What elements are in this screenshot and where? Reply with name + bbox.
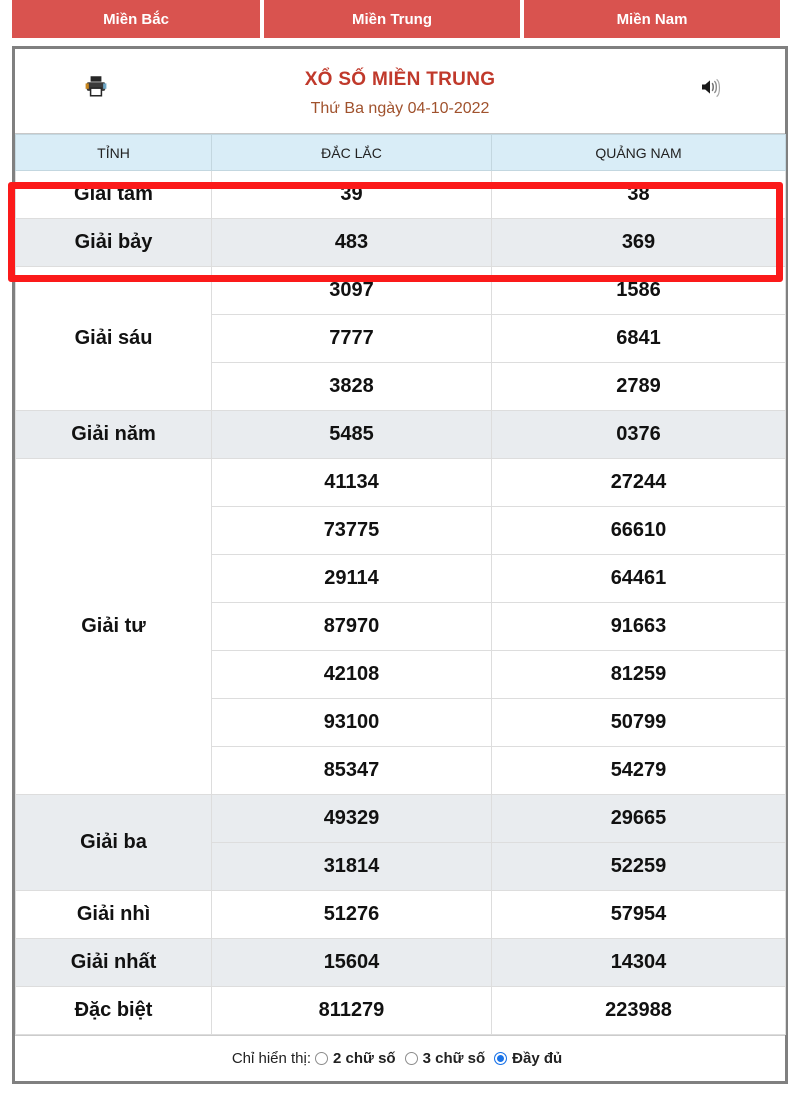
prize-number: 52259 — [491, 842, 786, 891]
table-row: Giải năm 5485 0376 — [15, 410, 786, 459]
prize-number: 50799 — [491, 698, 786, 747]
results-panel: XỔ SỐ MIỀN TRUNG Thứ Ba ngày 04-10-2022 … — [12, 46, 788, 1084]
draw-date: Thứ Ba ngày 04-10-2022 — [310, 99, 490, 117]
prize-number: 31814 — [211, 842, 492, 891]
tab-mien-nam[interactable]: Miền Nam — [524, 0, 780, 38]
table-row: Đặc biệt 811279 223988 — [15, 986, 786, 1035]
table-row: 7777 6841 — [16, 314, 786, 363]
display-mode-row: Chỉ hiển thị: 2 chữ số 3 chữ số Đầy đủ — [15, 1035, 785, 1081]
prize-label: Giải nhì — [15, 890, 212, 939]
prize-number: 3097 — [211, 266, 492, 315]
table-row: Giải sáu 3097 1586 — [15, 266, 786, 411]
tab-mien-bac[interactable]: Miền Bắc — [12, 0, 260, 38]
table-row: Giải nhì 51276 57954 — [15, 890, 786, 939]
prize-number: 42108 — [211, 650, 492, 699]
table-row: 31814 52259 — [16, 842, 786, 891]
prize-number: 5485 — [211, 410, 492, 459]
prize-number: 14304 — [491, 938, 786, 987]
prize-label: Giải ba — [15, 794, 212, 891]
prize-number: 85347 — [211, 746, 492, 795]
prize-label: Đặc biệt — [15, 986, 212, 1035]
prize-number: 29665 — [491, 794, 786, 843]
table-row: 93100 50799 — [16, 698, 786, 747]
radio-option-2-digits[interactable]: 2 chữ số — [315, 1050, 396, 1067]
radio-dot-icon — [315, 1052, 329, 1065]
prize-number: 483 — [211, 218, 492, 267]
prize-number: 38 — [491, 170, 786, 219]
prize-number: 15604 — [211, 938, 492, 987]
prize-label: Giải tư — [15, 458, 212, 795]
table-row: 85347 54279 — [16, 746, 786, 795]
table-row: Giải tư 41134 27244 — [15, 458, 786, 795]
table-row: Giải tám 39 38 — [15, 170, 786, 219]
col-header-tinh: TỈNH — [15, 134, 212, 171]
radio-dot-icon — [404, 1052, 418, 1065]
prize-label: Giải nhất — [15, 938, 212, 987]
prize-number: 0376 — [491, 410, 786, 459]
prize-number: 29114 — [211, 554, 492, 603]
prize-number: 93100 — [211, 698, 492, 747]
table-row: 87970 91663 — [16, 602, 786, 651]
prize-number: 39 — [211, 170, 492, 219]
prize-label: Giải tám — [15, 170, 212, 219]
results-body: Giải tám 39 38 Giải bảy 483 369 Giải sáu 3097 15… — [15, 170, 786, 1035]
printer-icon[interactable] — [83, 73, 109, 104]
lottery-results-table: TỈNH ĐẮC LẮC QUẢNG NAM Giải tám 39 38 Giải … — [15, 134, 786, 1035]
prize-number: 7777 — [211, 314, 492, 363]
prize-number: 64461 — [491, 554, 786, 603]
prize-number: 51276 — [211, 890, 492, 939]
page-title: XỔ SỐ MIỀN TRUNG — [304, 68, 496, 90]
tab-mien-bac-label: Miền Bắc — [103, 10, 169, 28]
prize-number: 49329 — [211, 794, 492, 843]
prize-number: 811279 — [211, 986, 492, 1035]
prize-number: 1586 — [491, 266, 786, 315]
prize-number: 91663 — [491, 602, 786, 651]
prize-number: 66610 — [491, 506, 786, 555]
prize-number: 3828 — [211, 362, 492, 411]
table-row: 3828 2789 — [16, 362, 786, 411]
col-header-province1: ĐẮC LẮC — [211, 134, 492, 171]
region-tab-bar: Miền Bắc Miền Trung Miền Nam — [0, 0, 800, 42]
table-row: Giải bảy 483 369 — [15, 218, 786, 267]
radio-label-3-digits: 3 chữ số — [422, 1050, 486, 1067]
radio-label-full: Đầy đủ — [512, 1050, 563, 1067]
radio-label-2-digits: 2 chữ số — [333, 1050, 396, 1067]
radio-option-3-digits[interactable]: 3 chữ số — [404, 1050, 486, 1067]
prize-label: Giải bảy — [15, 218, 212, 267]
prize-number: 369 — [491, 218, 786, 267]
results-titlebar: XỔ SỐ MIỀN TRUNG Thứ Ba ngày 04-10-2022 — [15, 49, 785, 134]
radio-option-full[interactable]: Đầy đủ — [494, 1050, 562, 1067]
tab-mien-trung-label: Miền Trung — [352, 10, 432, 28]
speaker-icon[interactable] — [699, 75, 723, 104]
prize-number: 223988 — [491, 986, 786, 1035]
table-row: Giải ba 49329 29665 — [15, 794, 786, 891]
prize-number: 6841 — [491, 314, 786, 363]
prize-number: 27244 — [491, 458, 786, 507]
col-header-province2: QUẢNG NAM — [491, 134, 786, 171]
radio-dot-selected-icon — [494, 1052, 508, 1065]
prize-number: 87970 — [211, 602, 492, 651]
table-row: 42108 81259 — [16, 650, 786, 699]
prize-number: 41134 — [211, 458, 492, 507]
prize-number: 57954 — [491, 890, 786, 939]
prize-label: Giải sáu — [15, 266, 212, 411]
table-row: Giải nhất 15604 14304 — [15, 938, 786, 987]
prize-number: 54279 — [491, 746, 786, 795]
prize-number: 81259 — [491, 650, 786, 699]
tab-mien-trung[interactable]: Miền Trung — [264, 0, 520, 38]
display-mode-label: Chỉ hiển thị: — [231, 1050, 312, 1067]
prize-number: 2789 — [491, 362, 786, 411]
table-header-row: TỈNH ĐẮC LẮC QUẢNG NAM — [15, 134, 786, 171]
prize-label: Giải năm — [15, 410, 212, 459]
tab-mien-nam-label: Miền Nam — [616, 10, 688, 28]
prize-number: 73775 — [211, 506, 492, 555]
table-row: 29114 64461 — [16, 554, 786, 603]
